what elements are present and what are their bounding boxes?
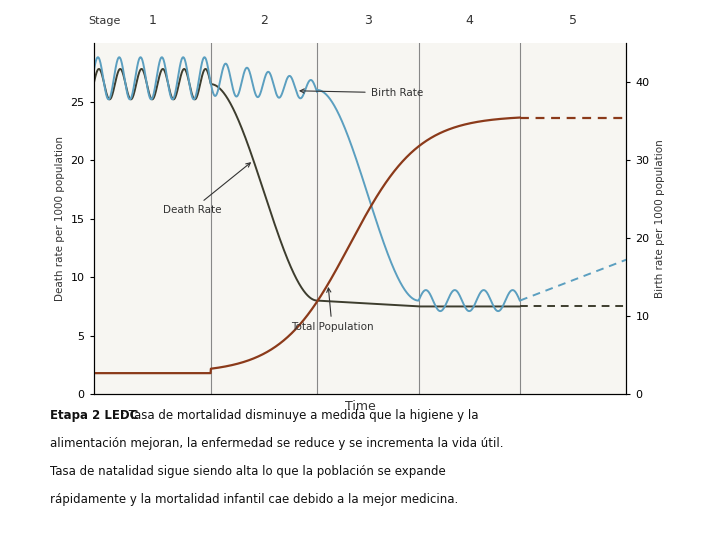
X-axis label: Time: Time	[345, 400, 375, 413]
Text: 3: 3	[364, 14, 372, 27]
Text: rápidamente y la mortalidad infantil cae debido a la mejor medicina.: rápidamente y la mortalidad infantil cae…	[50, 492, 459, 506]
Text: Birth Rate: Birth Rate	[300, 88, 423, 98]
Text: Etapa 2 LEDC: Etapa 2 LEDC	[50, 408, 139, 422]
Text: Tasa de natalidad sigue siendo alta lo que la población se expande: Tasa de natalidad sigue siendo alta lo q…	[50, 464, 446, 478]
Text: 2: 2	[260, 14, 268, 27]
Text: Total Population: Total Population	[291, 288, 374, 332]
Text: 1: 1	[148, 14, 156, 27]
Text: alimentación mejoran, la enfermedad se reduce y se incrementa la vida útil.: alimentación mejoran, la enfermedad se r…	[50, 436, 504, 450]
Text: 4: 4	[465, 14, 473, 27]
Y-axis label: Death rate per 1000 population: Death rate per 1000 population	[55, 136, 65, 301]
Y-axis label: Birth rate per 1000 population: Birth rate per 1000 population	[655, 139, 665, 298]
Text: Stage: Stage	[89, 16, 121, 26]
Text: Death Rate: Death Rate	[163, 163, 251, 215]
Text: : Tasa de mortalidad disminuye a medida que la higiene y la: : Tasa de mortalidad disminuye a medida …	[121, 408, 479, 422]
Text: 5: 5	[569, 14, 577, 27]
